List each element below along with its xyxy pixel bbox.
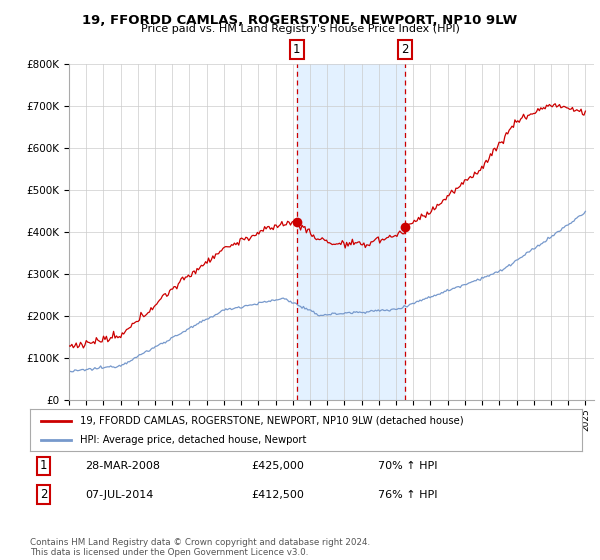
Text: 76% ↑ HPI: 76% ↑ HPI (378, 489, 437, 500)
Text: £412,500: £412,500 (251, 489, 304, 500)
Text: 19, FFORDD CAMLAS, ROGERSTONE, NEWPORT, NP10 9LW: 19, FFORDD CAMLAS, ROGERSTONE, NEWPORT, … (82, 14, 518, 27)
Bar (297, 64, 405, 400)
Text: 2: 2 (401, 43, 409, 56)
Text: Price paid vs. HM Land Registry's House Price Index (HPI): Price paid vs. HM Land Registry's House … (140, 24, 460, 34)
Text: 70% ↑ HPI: 70% ↑ HPI (378, 461, 437, 471)
Text: 19, FFORDD CAMLAS, ROGERSTONE, NEWPORT, NP10 9LW (detached house): 19, FFORDD CAMLAS, ROGERSTONE, NEWPORT, … (80, 416, 463, 426)
Text: Contains HM Land Registry data © Crown copyright and database right 2024.
This d: Contains HM Land Registry data © Crown c… (30, 538, 370, 557)
Text: 28-MAR-2008: 28-MAR-2008 (85, 461, 160, 471)
Text: 07-JUL-2014: 07-JUL-2014 (85, 489, 154, 500)
Text: 1: 1 (40, 459, 47, 472)
Text: £425,000: £425,000 (251, 461, 304, 471)
Text: HPI: Average price, detached house, Newport: HPI: Average price, detached house, Newp… (80, 435, 306, 445)
Text: 1: 1 (293, 43, 301, 56)
Text: 2: 2 (40, 488, 47, 501)
